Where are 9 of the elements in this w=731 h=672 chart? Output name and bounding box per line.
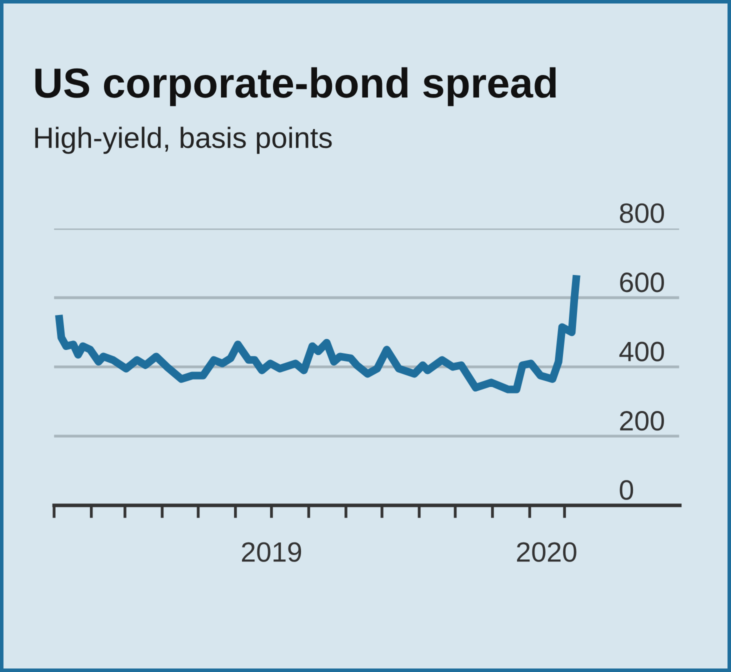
y-tick-label: 0 — [620, 480, 634, 500]
x-tick-label: 2019 — [242, 542, 302, 562]
y-tick-label: 600 — [620, 272, 664, 292]
x-tick-label: 2020 — [517, 542, 576, 562]
chart-subtitle: High-yield, basis points — [35, 126, 332, 154]
y-tick-label: 800 — [620, 203, 664, 223]
y-tick-label: 200 — [620, 410, 664, 431]
chart-title: US corporate-bond spread — [35, 67, 556, 106]
y-tick-label: 400 — [619, 342, 664, 362]
